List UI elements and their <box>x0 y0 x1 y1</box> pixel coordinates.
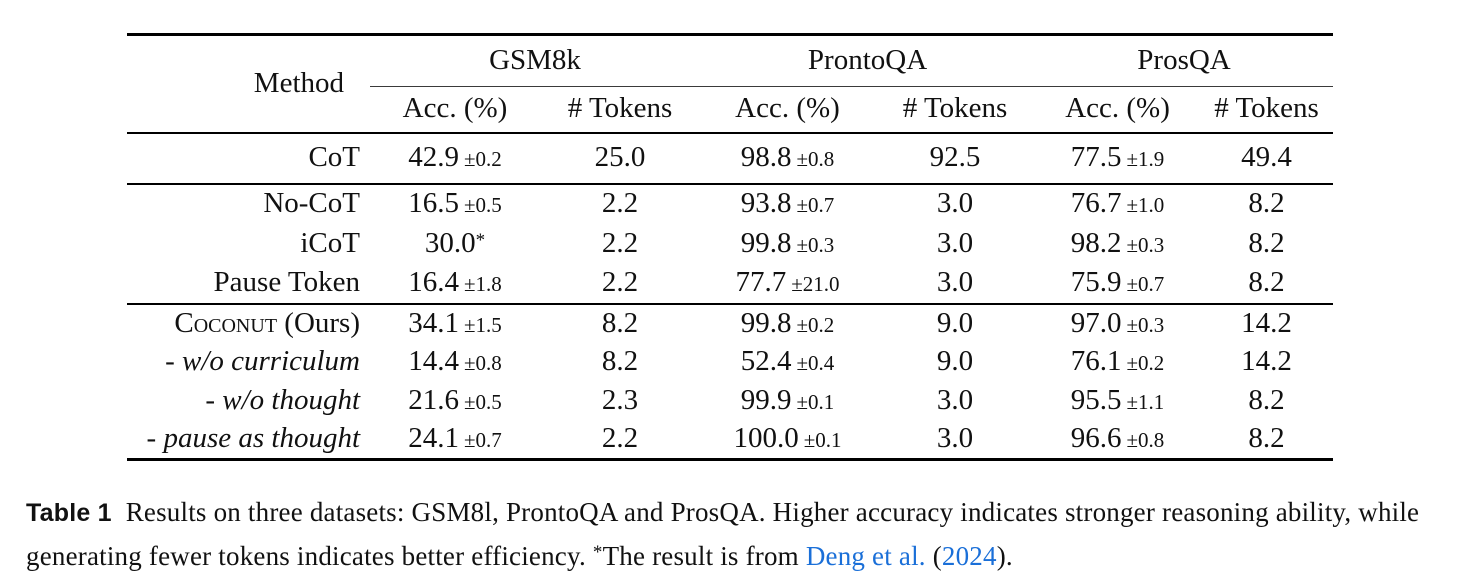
table-row: CoT 42.9 ±0.2 25.0 98.8 ±0.8 92.5 77.5 ±1.9… <box>127 132 1334 185</box>
acc-cell: 93.8 ±0.7 <box>740 187 835 220</box>
acc-cell: 99.8 ±0.2 <box>740 306 835 339</box>
table-row: - w/o curriculum 14.4 ±0.8 8.2 52.4 ±0.4 9… <box>127 343 1333 382</box>
table-row: Pause Token 16.4 ±1.8 2.2 77.7 ±21.0 3.0 7… <box>127 263 1334 305</box>
results-table: Method GSM8k ProntoQA ProsQA Acc. (%) # … <box>127 33 1334 461</box>
acc-cell: 52.4 ±0.4 <box>740 345 835 378</box>
tokens-cell: 2.2 <box>601 226 639 259</box>
acc-cell: 98.8 ±0.8 <box>700 132 876 185</box>
method-cell: iCoT <box>300 226 360 259</box>
tokens-cell: 8.2 <box>601 345 639 378</box>
paren-open: ( <box>932 541 942 571</box>
tokens-cell: 8.2 <box>1248 187 1285 220</box>
acc-cell: 42.9 ±0.2 <box>370 132 540 185</box>
tokens-cell: 9.0 <box>936 345 974 378</box>
tokens-cell: 8.2 <box>1200 420 1334 461</box>
tokens-cell: 3.0 <box>875 420 1036 461</box>
method-cell: No-CoT <box>263 187 360 220</box>
subheader-tokens: # Tokens <box>540 86 701 134</box>
tokens-cell: 2.3 <box>601 384 639 417</box>
tokens-cell: 3.0 <box>936 226 974 259</box>
acc-cell: 30.0* <box>424 226 486 259</box>
table-row: iCoT 30.0* 2.2 99.8 ±0.3 3.0 98.2 ±0.3 8.2 <box>127 224 1333 264</box>
footnote-star: * <box>592 542 603 563</box>
method-column-header: Method <box>127 33 370 134</box>
method-cell: CoT <box>127 132 370 185</box>
method-cell: - pause as thought <box>127 420 370 461</box>
tokens-cell: 49.4 <box>1200 132 1334 185</box>
method-name-smallcaps: Coconut <box>174 306 278 339</box>
subheader-acc: Acc. (%) <box>700 86 876 134</box>
table-row: - pause as thought 24.1 ±0.7 2.2 100.0 ±0.… <box>127 420 1334 461</box>
method-cell: Pause Token <box>127 263 370 305</box>
acc-cell: 97.0 ±0.3 <box>1070 306 1165 339</box>
paren-close: ). <box>996 541 1013 571</box>
group-header-gsm8k: GSM8k <box>370 33 701 87</box>
subheader-acc: Acc. (%) <box>1035 86 1201 134</box>
tokens-cell: 92.5 <box>875 132 1036 185</box>
caption-body: Results on three datasets: GSM8l, Pronto… <box>26 497 1420 571</box>
acc-cell: 95.5 ±1.1 <box>1070 384 1165 417</box>
tokens-cell: 8.2 <box>1248 384 1285 417</box>
group-header-prosqa: ProsQA <box>1035 33 1334 87</box>
acc-cell: 77.7 ±21.0 <box>700 263 876 305</box>
subheader-acc: Acc. (%) <box>370 86 540 134</box>
acc-cell: 99.9 ±0.1 <box>740 384 835 417</box>
acc-cell: 98.2 ±0.3 <box>1070 226 1165 259</box>
citation-year-link[interactable]: 2024 <box>941 541 997 571</box>
caption-label: Table 1 <box>26 499 112 527</box>
subheader-tokens: # Tokens <box>875 86 1036 134</box>
table-row: Coconut (Ours) 34.1 ±1.5 8.2 99.8 ±0.2 9.0… <box>127 304 1333 343</box>
tokens-cell: 2.2 <box>601 187 639 220</box>
tokens-cell: 14.2 <box>1241 345 1292 378</box>
tokens-cell: 8.2 <box>601 306 639 339</box>
subheader-tokens: # Tokens <box>1200 86 1334 134</box>
acc-cell: 21.6 ±0.5 <box>408 384 502 417</box>
table-caption: Table 1 Results on three datasets: GSM8l,… <box>26 492 1436 574</box>
acc-cell: 77.5 ±1.9 <box>1035 132 1201 185</box>
acc-cell: 16.5 ±0.5 <box>408 187 502 220</box>
tokens-cell: 8.2 <box>1200 263 1334 305</box>
acc-cell: 14.4 ±0.8 <box>408 345 502 378</box>
acc-cell: 96.6 ±0.8 <box>1035 420 1201 461</box>
footnote-marker: * <box>475 229 486 251</box>
table-row: No-CoT 16.5 ±0.5 2.2 93.8 ±0.7 3.0 76.7 ±1.… <box>127 184 1333 224</box>
citation-authors-link[interactable]: Deng et al. <box>805 541 926 571</box>
acc-cell: 76.7 ±1.0 <box>1070 187 1165 220</box>
caption-note: The result is from <box>602 541 799 571</box>
acc-cell: 24.1 ±0.7 <box>370 420 540 461</box>
acc-cell: 100.0 ±0.1 <box>700 420 876 461</box>
tokens-cell: 3.0 <box>936 187 974 220</box>
acc-cell: 76.1 ±0.2 <box>1070 345 1165 378</box>
table-row: - w/o thought 21.6 ±0.5 2.3 99.9 ±0.1 3.0 … <box>127 382 1333 421</box>
method-cell: Coconut (Ours) <box>174 306 360 339</box>
acc-cell: 16.4 ±1.8 <box>370 263 540 305</box>
tokens-cell: 3.0 <box>936 384 974 417</box>
tokens-cell: 2.2 <box>540 263 701 305</box>
tokens-cell: 9.0 <box>936 306 974 339</box>
method-cell: - w/o thought <box>205 384 360 417</box>
acc-cell: 99.8 ±0.3 <box>740 226 835 259</box>
tokens-cell: 2.2 <box>540 420 701 461</box>
acc-cell: 34.1 ±1.5 <box>408 306 502 339</box>
tokens-cell: 14.2 <box>1241 306 1292 339</box>
tokens-cell: 8.2 <box>1248 226 1285 259</box>
tokens-cell: 25.0 <box>540 132 701 185</box>
acc-cell: 75.9 ±0.7 <box>1035 263 1201 305</box>
tokens-cell: 3.0 <box>875 263 1036 305</box>
method-cell: - w/o curriculum <box>165 345 360 378</box>
group-header-prontoqa: ProntoQA <box>700 33 1036 87</box>
